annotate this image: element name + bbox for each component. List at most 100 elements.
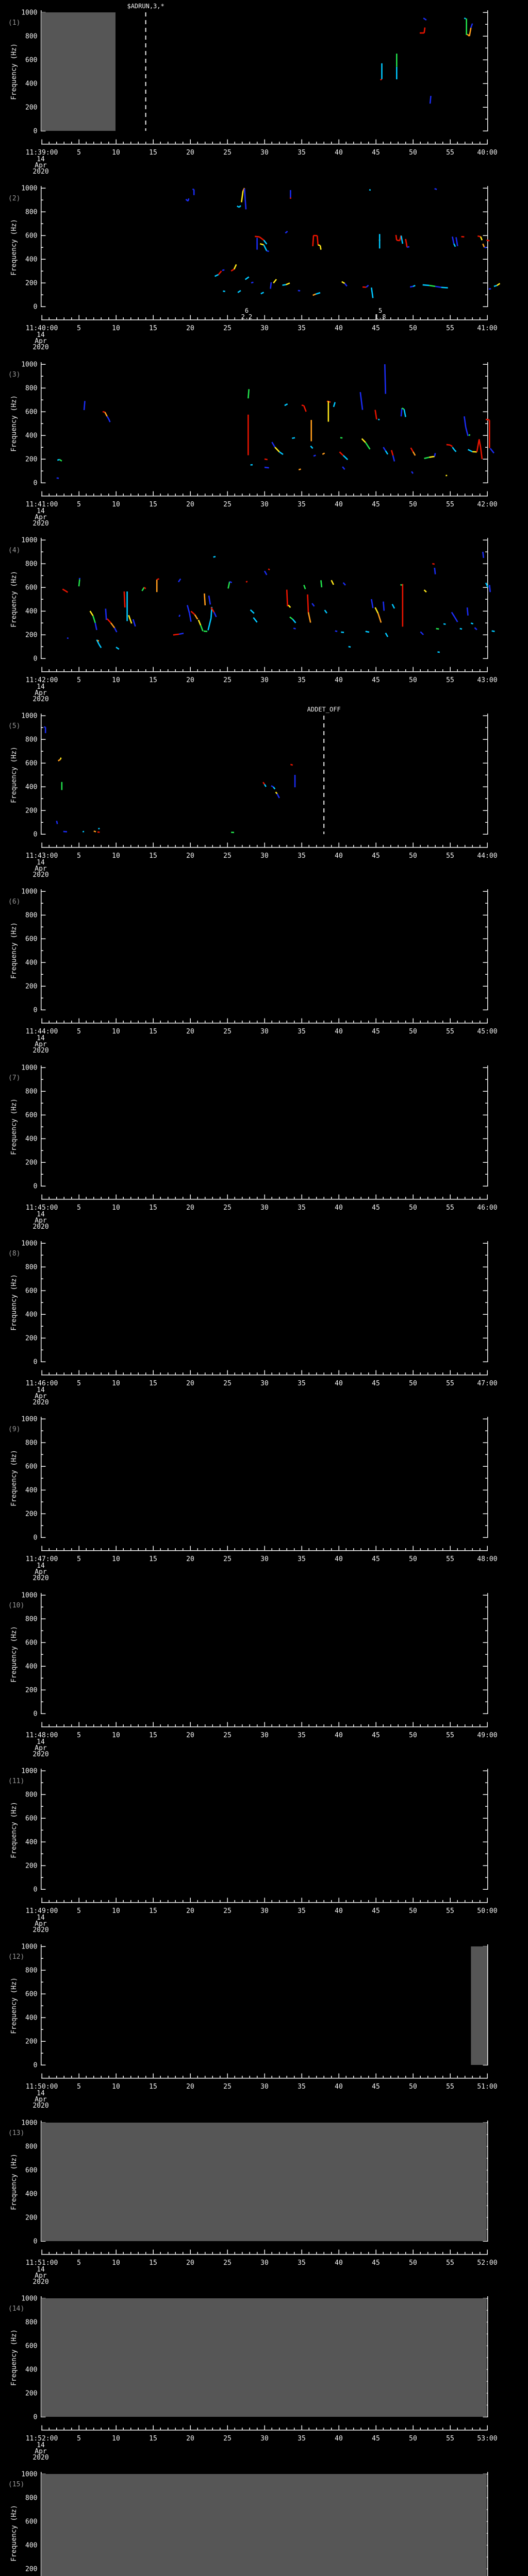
whistle-contour-segment	[113, 627, 118, 633]
whistle-contour-segment	[344, 283, 348, 287]
panel-plot-4: 0 200 400 600 800 1000 11:42:00 5 10 15 20 25 30 35 40…	[8, 536, 498, 703]
x-tick-label: 15	[149, 2259, 157, 2267]
whistle-contour-segment	[342, 466, 345, 470]
x-tick-label: 30	[260, 2083, 269, 2091]
y-tick-label: 400	[25, 959, 37, 967]
whistle-contour-segment	[218, 270, 222, 276]
y-axis-title: Frequency (Hz)	[10, 1802, 18, 1858]
panel-index-label: (13)	[8, 2129, 24, 2137]
axes	[40, 1241, 488, 1376]
whistle-contour-segment	[78, 578, 81, 580]
y-tick-label: 600	[25, 1815, 37, 1822]
x-tick-label: 10	[112, 1732, 120, 1739]
date-line: 14	[37, 2442, 45, 2449]
whistle-contour-segment	[116, 646, 120, 650]
panel-index-label: (9)	[8, 1426, 20, 1433]
whistle-contour-segment	[395, 235, 398, 241]
whistle-contour-segment	[341, 281, 345, 284]
x-tick-label: 25	[223, 1732, 232, 1739]
whistle-contour-segment	[62, 588, 66, 591]
panel-index-label: (14)	[8, 2305, 24, 2313]
whistle-contour-segment	[365, 631, 370, 633]
x-start-time-label: 11:40:00	[26, 325, 58, 332]
whistle-contour-segment	[106, 416, 109, 419]
whistle-contour-segment	[397, 240, 400, 242]
whistle-contour-segment	[411, 470, 414, 474]
y-tick-label: 600	[25, 1991, 37, 1998]
whistle-contour-segment	[374, 409, 377, 419]
x-tick-label: 10	[112, 1028, 120, 1036]
y-tick-label: 0	[34, 2413, 38, 2421]
whistle-contour-segment	[342, 454, 349, 460]
x-tick-label: 5	[77, 149, 81, 157]
whistle-contour-segment	[132, 619, 136, 627]
y-axis-title: Frequency (Hz)	[10, 1098, 18, 1155]
panel-index-label: (10)	[8, 1602, 24, 1609]
whistle-contour-segment	[271, 785, 274, 788]
axis-labels: 0 200 400 600 800 1000 11:50:00 5 10 15 20 25 30 35 40…	[8, 1943, 498, 2110]
whistle-contour-segment	[377, 613, 382, 623]
y-axis-title: Frequency (Hz)	[10, 1450, 18, 1507]
whistle-contour-segment	[57, 759, 61, 762]
x-tick-label: 50	[409, 1204, 417, 1212]
x-tick-label: 20	[186, 1555, 194, 1563]
date-line: 14	[37, 1386, 45, 1394]
y-tick-label: 1000	[21, 1767, 37, 1775]
y-tick-label: 400	[25, 2366, 37, 2374]
whistle-contour-segment	[324, 609, 328, 614]
x-tick-label: 50	[409, 1555, 417, 1563]
date-line: Apr	[35, 1393, 47, 1400]
whistle-contour-segment	[374, 607, 379, 614]
x-tick-label: 50	[409, 2083, 417, 2091]
x-tick-label: 25	[223, 1028, 232, 1036]
panel-plot-7: 0 200 400 600 800 1000 11:45:00 5 10 15 20 25 30 35 40…	[8, 1064, 498, 1231]
gray-gap-block	[41, 2474, 487, 2576]
whistle-contour-segment	[94, 622, 97, 630]
spectrogram-panel-8: 0 200 400 600 800 1000 11:46:00 5 10 15 20 25 30 35 40…	[0, 1231, 528, 1407]
spectrogram-panel-3: 0 200 400 600 800 1000 11:41:00 5 10 15 20 25 30 35 40…	[0, 352, 528, 528]
whistle-contour-segment	[248, 388, 250, 398]
whistle-contour-segment	[383, 601, 385, 611]
whistle-contour-segment	[98, 643, 102, 648]
whistle-contour-segment	[482, 243, 485, 248]
x-tick-label: 10	[112, 2435, 120, 2443]
x-tick-label: 10	[112, 2083, 120, 2091]
x-tick-label: 20	[186, 501, 194, 509]
whistle-contour-segment	[260, 292, 265, 295]
whistle-contour-segment	[275, 791, 278, 794]
y-tick-label: 1000	[21, 9, 37, 17]
whistle-contour-segment	[143, 586, 146, 589]
x-tick-label: 15	[149, 1555, 157, 1563]
whistle-contour-segment	[263, 784, 267, 787]
whistle-contour-segment	[259, 243, 264, 246]
x-tick-label: 55	[446, 1380, 454, 1387]
x-tick-label: 15	[149, 325, 157, 332]
spectrogram-panel-15: 0200400600800100011:53:00510152025303540…	[0, 2462, 528, 2576]
whistle-contour-segment	[441, 286, 448, 289]
panel-index-label: (6)	[8, 898, 20, 906]
date-line: 14	[37, 1562, 45, 1570]
x-end-time-label: 44:00	[477, 852, 497, 860]
x-tick-label: 5	[77, 325, 81, 332]
date-line: Apr	[35, 689, 47, 697]
whistle-contour-segment	[423, 17, 427, 21]
x-tick-label: 25	[223, 2083, 232, 2091]
whistle-contour-segment	[454, 449, 457, 452]
whistle-contour-segment	[156, 578, 159, 581]
whistle-contour-segment	[401, 407, 405, 410]
date-line: 14	[37, 331, 45, 339]
date-line: 2020	[32, 1751, 48, 1758]
x-tick-label: 35	[298, 676, 306, 684]
y-tick-label: 1000	[21, 536, 37, 544]
x-tick-label: 15	[149, 1204, 157, 1212]
x-tick-label: 20	[186, 676, 194, 684]
x-tick-label: 15	[149, 676, 157, 684]
y-tick-label: 200	[25, 2566, 37, 2573]
y-tick-label: 600	[25, 1463, 37, 1471]
y-tick-label: 600	[25, 2166, 37, 2174]
y-tick-label: 400	[25, 432, 37, 439]
whistle-contour-segment	[486, 240, 490, 242]
whistle-contour-segment	[303, 405, 307, 412]
y-tick-label: 1000	[21, 1591, 37, 1599]
whistle-contour-segment	[423, 589, 427, 593]
